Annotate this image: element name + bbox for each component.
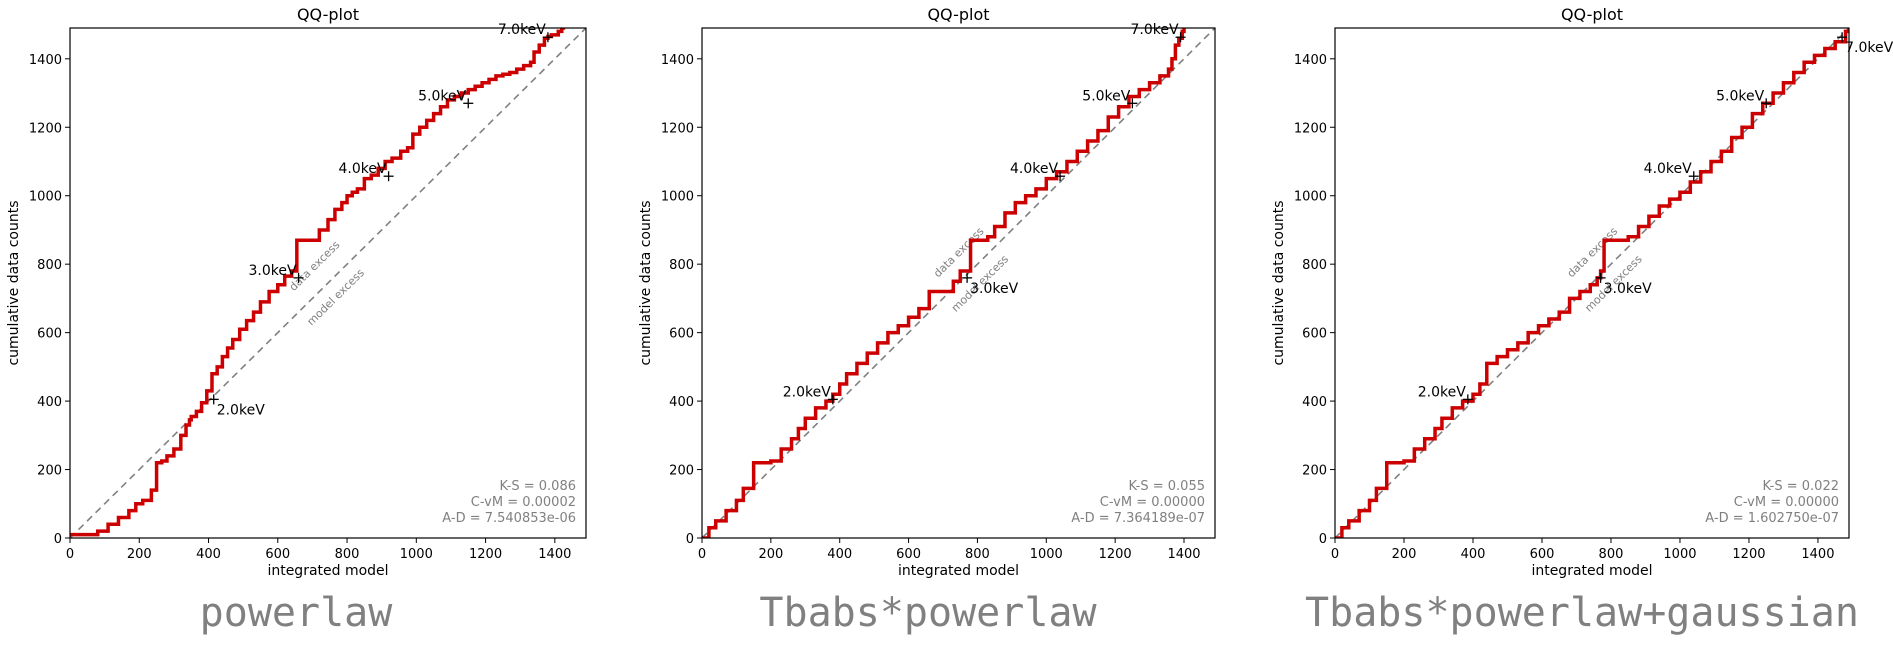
y-tick-label: 800 bbox=[37, 258, 62, 273]
y-tick-label: 1400 bbox=[29, 53, 62, 68]
x-tick-label: 400 bbox=[1461, 547, 1486, 562]
y-tick-label: 200 bbox=[1302, 464, 1327, 479]
energy-marker-label: 3.0keV bbox=[970, 281, 1018, 297]
reference-label-data-excess: data excess bbox=[1565, 224, 1621, 280]
y-tick-label: 600 bbox=[37, 327, 62, 342]
plot-frame bbox=[69, 27, 587, 539]
x-tick-label: 0 bbox=[698, 547, 706, 562]
energy-marker-label: 7.0keV bbox=[1130, 22, 1178, 38]
x-tick-label: 200 bbox=[1392, 547, 1417, 562]
energy-marker-label: 3.0keV bbox=[248, 263, 296, 279]
stats-line: C-vM = 0.00002 bbox=[471, 495, 576, 510]
x-axis-label: integrated model bbox=[267, 563, 388, 579]
x-tick-label: 1200 bbox=[1099, 547, 1132, 562]
x-tick-label: 800 bbox=[1599, 547, 1624, 562]
energy-marker-label: 4.0keV bbox=[1010, 161, 1058, 177]
chart-title: QQ-plot bbox=[927, 5, 989, 24]
y-tick-label: 800 bbox=[1302, 258, 1327, 273]
x-tick-label: 600 bbox=[265, 547, 290, 562]
x-tick-label: 1400 bbox=[538, 547, 571, 562]
y-tick-label: 0 bbox=[54, 532, 62, 547]
energy-marker-label: 5.0keV bbox=[1082, 88, 1130, 104]
y-tick-label: 1200 bbox=[29, 121, 62, 136]
panel-caption-2: Tbabs*powerlaw bbox=[759, 590, 1097, 636]
stats-line: K-S = 0.055 bbox=[1129, 479, 1205, 494]
stats-line: C-vM = 0.00000 bbox=[1100, 495, 1205, 510]
data-series-line bbox=[1335, 28, 1849, 538]
chart-title: QQ-plot bbox=[1561, 5, 1623, 24]
energy-marker-label: 2.0keV bbox=[1418, 384, 1466, 400]
stats-line: A-D = 7.540853e-06 bbox=[442, 511, 576, 526]
energy-marker-label: 5.0keV bbox=[418, 88, 466, 104]
y-tick-label: 1000 bbox=[661, 190, 694, 205]
x-tick-label: 400 bbox=[827, 547, 852, 562]
x-tick-label: 1000 bbox=[400, 547, 433, 562]
energy-marker-label: 3.0keV bbox=[1604, 281, 1652, 297]
x-tick-label: 600 bbox=[896, 547, 921, 562]
y-tick-label: 1200 bbox=[1294, 121, 1327, 136]
y-tick-label: 200 bbox=[669, 464, 694, 479]
y-tick-label: 1000 bbox=[1294, 190, 1327, 205]
x-tick-label: 400 bbox=[196, 547, 221, 562]
data-series-line bbox=[70, 28, 566, 537]
energy-marker-label: 2.0keV bbox=[783, 384, 831, 400]
energy-marker-label: 2.0keV bbox=[217, 402, 265, 418]
data-series-line bbox=[702, 28, 1186, 538]
energy-marker-label: 7.0keV bbox=[498, 22, 546, 38]
x-tick-label: 800 bbox=[335, 547, 360, 562]
x-tick-label: 0 bbox=[1331, 547, 1339, 562]
x-tick-label: 1200 bbox=[1732, 547, 1765, 562]
stats-line: A-D = 1.602750e-07 bbox=[1705, 511, 1839, 526]
y-tick-label: 800 bbox=[669, 258, 694, 273]
x-axis-label: integrated model bbox=[1531, 563, 1652, 579]
x-tick-label: 200 bbox=[127, 547, 152, 562]
plot-frame bbox=[701, 27, 1216, 539]
y-axis-label: cumulative data counts bbox=[638, 200, 654, 365]
x-tick-label: 1200 bbox=[469, 547, 502, 562]
y-tick-label: 1400 bbox=[1294, 53, 1327, 68]
panel-caption-1: powerlaw bbox=[199, 590, 393, 636]
energy-marker-label: 4.0keV bbox=[339, 161, 387, 177]
x-tick-label: 1000 bbox=[1030, 547, 1063, 562]
energy-marker-label: 7.0keV bbox=[1845, 40, 1893, 56]
x-tick-label: 800 bbox=[965, 547, 990, 562]
chart-title: QQ-plot bbox=[297, 5, 359, 24]
y-tick-label: 400 bbox=[37, 395, 62, 410]
panel-caption-3: Tbabs*powerlaw+gaussian bbox=[1305, 590, 1859, 636]
y-tick-label: 0 bbox=[1319, 532, 1327, 547]
stats-line: K-S = 0.022 bbox=[1763, 479, 1839, 494]
x-tick-label: 1000 bbox=[1663, 547, 1696, 562]
x-tick-label: 200 bbox=[758, 547, 783, 562]
y-tick-label: 0 bbox=[686, 532, 694, 547]
x-tick-label: 600 bbox=[1530, 547, 1555, 562]
energy-marker-label: 5.0keV bbox=[1716, 88, 1764, 104]
y-tick-label: 400 bbox=[1302, 395, 1327, 410]
stats-line: C-vM = 0.00000 bbox=[1734, 495, 1839, 510]
x-axis-label: integrated model bbox=[898, 563, 1019, 579]
y-tick-label: 1400 bbox=[661, 53, 694, 68]
y-tick-label: 600 bbox=[1302, 327, 1327, 342]
x-tick-label: 1400 bbox=[1167, 547, 1200, 562]
reference-line bbox=[70, 28, 586, 538]
y-tick-label: 1000 bbox=[29, 190, 62, 205]
y-axis-label: cumulative data counts bbox=[6, 200, 22, 365]
stats-line: A-D = 7.364189e-07 bbox=[1071, 511, 1205, 526]
x-tick-label: 1400 bbox=[1801, 547, 1834, 562]
plot-frame bbox=[1334, 27, 1850, 539]
y-tick-label: 200 bbox=[37, 464, 62, 479]
y-tick-label: 600 bbox=[669, 327, 694, 342]
y-tick-label: 1200 bbox=[661, 121, 694, 136]
y-axis-label: cumulative data counts bbox=[1271, 200, 1287, 365]
energy-marker-label: 4.0keV bbox=[1644, 161, 1692, 177]
y-tick-label: 400 bbox=[669, 395, 694, 410]
stats-line: K-S = 0.086 bbox=[500, 479, 576, 494]
x-tick-label: 0 bbox=[66, 547, 74, 562]
